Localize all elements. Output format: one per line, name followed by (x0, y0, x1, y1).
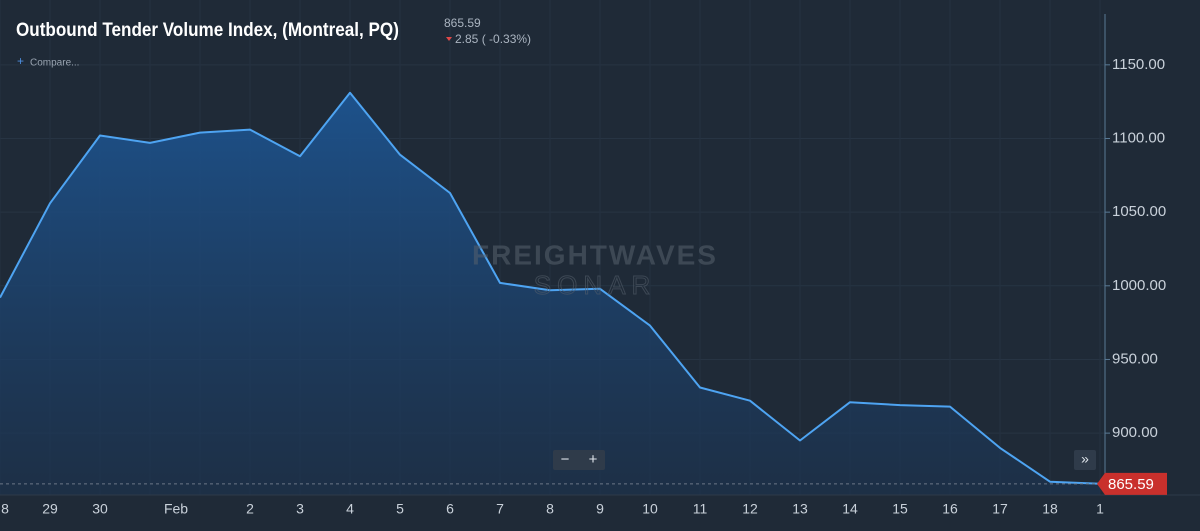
x-tick-label: 12 (742, 501, 758, 517)
x-tick-label: 18 (1042, 501, 1058, 517)
x-tick-label: 17 (992, 501, 1008, 517)
scroll-right-button[interactable]: » (1081, 451, 1089, 467)
zoom-out-button[interactable]: − (561, 451, 570, 468)
last-value-badge (1097, 472, 1167, 495)
last-value-label: 865.59 (1108, 476, 1154, 493)
zoom-controls (553, 450, 605, 470)
x-tick-label: 9 (596, 501, 604, 517)
y-tick-label: 1100.00 (1112, 129, 1165, 146)
x-tick-label: 4 (346, 501, 354, 517)
x-tick-label: 8 (546, 501, 554, 517)
area (0, 92, 1100, 496)
x-tick-label: 15 (892, 501, 908, 517)
x-tick-label: 30 (92, 501, 108, 517)
watermark: FREIGHTWAVES (472, 239, 718, 270)
x-tick-label: 2 (246, 501, 254, 517)
scroll-button-bg (1074, 450, 1096, 470)
x-tick-label: 16 (942, 501, 958, 517)
compare-plus[interactable]: + (17, 54, 24, 68)
x-tick-label: 8 (1, 501, 9, 517)
compare-link[interactable]: Compare... (30, 58, 79, 69)
x-tick-label: 13 (792, 501, 808, 517)
x-tick-label: 10 (642, 501, 658, 517)
x-tick-label: Feb (164, 501, 188, 517)
x-tick-label: 1 (1096, 501, 1104, 517)
x-tick-label: 14 (842, 501, 858, 517)
x-tick-label: 29 (42, 501, 58, 517)
line (0, 91, 1101, 485)
y-tick-label: 950.00 (1112, 350, 1158, 367)
x-tick-label: 3 (296, 501, 304, 517)
y-tick-label: 1000.00 (1112, 277, 1166, 294)
watermark: SONAR (534, 270, 656, 300)
change: 2.85 ( -0.33%) (455, 32, 531, 46)
x-tick-label: 6 (446, 501, 454, 517)
x-tick-label: 5 (396, 501, 404, 517)
last-value: 865.59 (444, 16, 481, 30)
y-tick-label: 1050.00 (1112, 203, 1166, 220)
down-arrow (446, 37, 452, 41)
x-tick-label: 11 (693, 501, 708, 517)
y-tick-label: 1150.00 (1112, 56, 1165, 73)
y-tick-label: 900.00 (1112, 424, 1158, 441)
chart-title: Outbound Tender Volume Index, (Montreal,… (16, 19, 399, 40)
plot (0, 91, 1105, 496)
zoom-in-button[interactable]: + (589, 451, 598, 468)
x-tick-label: 7 (496, 501, 504, 517)
